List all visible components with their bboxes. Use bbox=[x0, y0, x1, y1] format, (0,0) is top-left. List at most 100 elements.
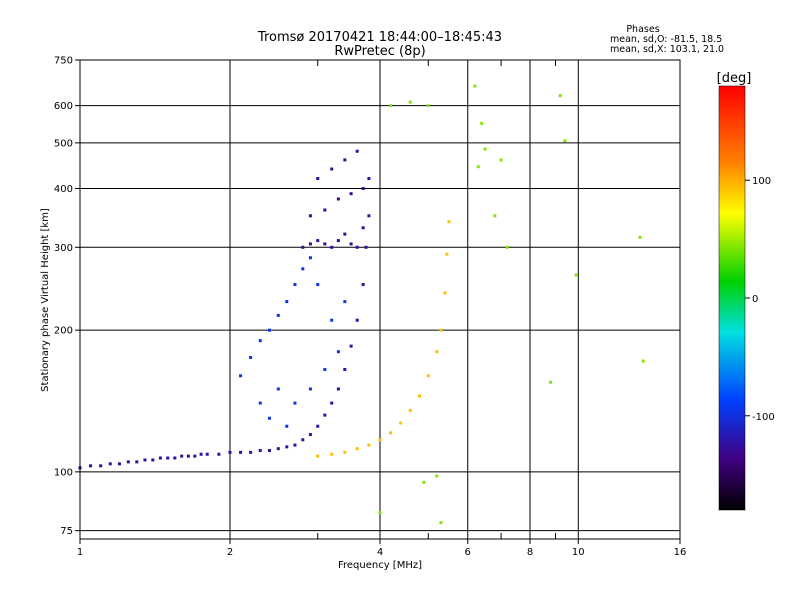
y-tick-label: 200 bbox=[54, 326, 73, 337]
colorbar-tick-label: -100 bbox=[752, 412, 775, 423]
data-point bbox=[117, 462, 121, 466]
data-point bbox=[343, 367, 347, 371]
data-point bbox=[499, 158, 503, 162]
data-point bbox=[641, 359, 645, 363]
data-point bbox=[330, 245, 334, 249]
y-tick-label: 100 bbox=[54, 467, 73, 478]
grid bbox=[80, 59, 680, 539]
data-point bbox=[349, 192, 353, 196]
data-point bbox=[293, 401, 297, 405]
colorbar-label: [deg] bbox=[717, 71, 752, 86]
data-point bbox=[336, 350, 340, 354]
data-point bbox=[355, 149, 359, 153]
data-point bbox=[378, 438, 382, 442]
data-point bbox=[447, 220, 451, 224]
data-point bbox=[217, 452, 221, 456]
data-point bbox=[330, 318, 334, 322]
data-point bbox=[316, 239, 320, 243]
data-point bbox=[301, 267, 305, 271]
colorbar bbox=[718, 85, 746, 511]
data-point bbox=[361, 283, 365, 287]
data-point bbox=[355, 245, 359, 249]
data-point bbox=[389, 431, 393, 435]
data-point bbox=[417, 394, 421, 398]
data-point bbox=[439, 328, 443, 332]
data-point bbox=[151, 458, 155, 462]
data-point bbox=[480, 121, 484, 125]
data-point bbox=[193, 454, 197, 458]
data-point bbox=[426, 374, 430, 378]
data-point bbox=[285, 424, 289, 428]
data-point bbox=[205, 452, 209, 456]
data-points bbox=[78, 84, 645, 525]
data-point bbox=[343, 232, 347, 236]
phase-box-x-stats: mean, sd,X: 103.1, 21.0 bbox=[610, 44, 724, 55]
x-tick-label: 8 bbox=[527, 547, 533, 558]
data-point bbox=[473, 84, 477, 88]
data-point bbox=[308, 433, 312, 437]
data-point bbox=[361, 226, 365, 230]
data-point bbox=[367, 443, 371, 447]
data-point bbox=[316, 424, 320, 428]
data-point bbox=[439, 521, 443, 525]
data-point bbox=[505, 245, 509, 249]
data-point bbox=[476, 165, 480, 169]
data-point bbox=[267, 416, 271, 420]
data-point bbox=[249, 450, 253, 454]
data-point bbox=[330, 452, 334, 456]
data-point bbox=[408, 409, 412, 413]
data-point bbox=[285, 300, 289, 304]
data-point bbox=[336, 239, 340, 243]
y-tick-label: 750 bbox=[54, 56, 73, 67]
data-point bbox=[276, 313, 280, 317]
data-point bbox=[563, 139, 567, 143]
data-point bbox=[445, 252, 449, 256]
data-point bbox=[276, 447, 280, 451]
data-point bbox=[276, 387, 280, 391]
data-point bbox=[249, 355, 253, 359]
data-point bbox=[267, 328, 271, 332]
y-axis-label: Stationary phase Virtual Height [km] bbox=[40, 208, 51, 392]
data-point bbox=[323, 242, 327, 246]
data-point bbox=[361, 186, 365, 190]
data-point bbox=[126, 460, 130, 464]
data-point bbox=[323, 367, 327, 371]
data-point bbox=[258, 339, 262, 343]
data-point bbox=[108, 462, 112, 466]
data-point bbox=[364, 245, 368, 249]
data-point bbox=[367, 214, 371, 218]
data-point bbox=[330, 167, 334, 171]
y-tick-label: 300 bbox=[54, 243, 73, 254]
data-point bbox=[285, 445, 289, 449]
data-point bbox=[143, 458, 147, 462]
data-point bbox=[301, 245, 305, 249]
data-point bbox=[99, 464, 103, 468]
data-point bbox=[316, 283, 320, 287]
data-point bbox=[89, 464, 93, 468]
data-point bbox=[355, 318, 359, 322]
data-point bbox=[166, 456, 170, 460]
data-point bbox=[258, 449, 262, 453]
data-point bbox=[258, 401, 262, 405]
data-point bbox=[549, 380, 553, 384]
data-point bbox=[443, 291, 447, 295]
data-point bbox=[426, 104, 430, 108]
data-point bbox=[343, 158, 347, 162]
x-tick-label: 2 bbox=[227, 547, 233, 558]
data-point bbox=[316, 177, 320, 181]
data-point bbox=[355, 447, 359, 451]
data-point bbox=[239, 374, 243, 378]
y-axis-ticks: 75 100 200 300 400 500 600 750 bbox=[54, 56, 80, 537]
data-point bbox=[399, 421, 403, 425]
phase-box-heading: Phases bbox=[626, 24, 659, 35]
data-point bbox=[135, 460, 139, 464]
data-point bbox=[323, 208, 327, 212]
data-point bbox=[336, 197, 340, 201]
x-axis-ticks: 1 2 4 6 8 10 16 bbox=[77, 60, 686, 558]
y-tick-label: 400 bbox=[54, 184, 73, 195]
data-point bbox=[389, 104, 393, 108]
colorbar-tick-label: 100 bbox=[752, 176, 771, 187]
data-point bbox=[349, 344, 353, 348]
data-point bbox=[308, 214, 312, 218]
data-point bbox=[336, 387, 340, 391]
